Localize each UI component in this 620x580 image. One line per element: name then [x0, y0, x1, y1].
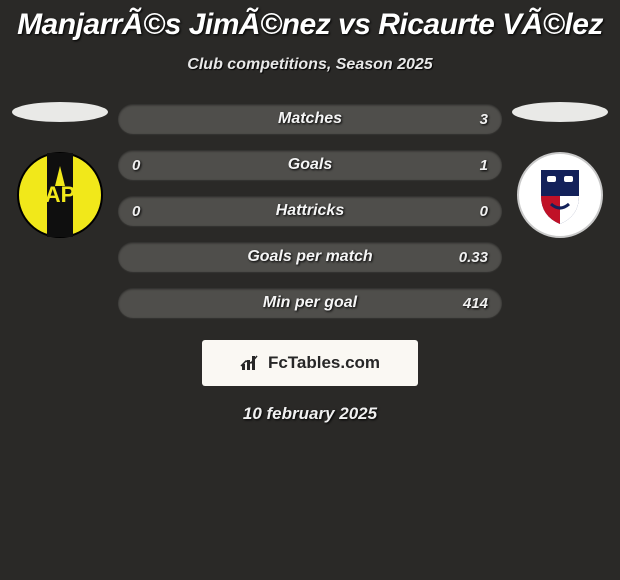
right-player-col — [510, 102, 610, 238]
stat-bar: Goals per match 0.33 — [118, 242, 502, 272]
stat-label: Goals — [288, 156, 332, 174]
stat-label: Min per goal — [263, 294, 357, 312]
shield-icon — [517, 152, 603, 238]
source-badge-text: FcTables.com — [268, 353, 380, 373]
stat-bar: 0 Hattricks 0 — [118, 196, 502, 226]
page-subtitle: Club competitions, Season 2025 — [0, 56, 620, 74]
chart-icon — [240, 354, 262, 372]
stat-left-value: 0 — [132, 203, 140, 220]
stat-right-value: 414 — [463, 295, 488, 312]
stat-right-value: 3 — [480, 111, 488, 128]
stat-bar: Matches 3 — [118, 104, 502, 134]
stats-bars: Matches 3 0 Goals 1 0 Hattricks 0 Goals … — [110, 104, 510, 318]
left-player-col: AP — [10, 102, 110, 238]
page-title: ManjarrÃ©s JimÃ©nez vs Ricaurte VÃ©lez — [0, 8, 620, 42]
stat-bar: Min per goal 414 — [118, 288, 502, 318]
left-oval-placeholder — [12, 102, 108, 122]
stat-left-value: 0 — [132, 157, 140, 174]
snapshot-date: 10 february 2025 — [0, 404, 620, 424]
stat-label: Goals per match — [247, 248, 372, 266]
stat-label: Hattricks — [276, 202, 344, 220]
stat-label: Matches — [278, 110, 342, 128]
left-club-logo: AP — [17, 152, 103, 238]
stat-bar: 0 Goals 1 — [118, 150, 502, 180]
stat-right-value: 1 — [480, 157, 488, 174]
right-club-logo — [517, 152, 603, 238]
stat-right-value: 0.33 — [459, 249, 488, 266]
source-badge: FcTables.com — [202, 340, 418, 386]
stat-right-value: 0 — [480, 203, 488, 220]
right-oval-placeholder — [512, 102, 608, 122]
comparison-row: AP Matches 3 0 Goals 1 0 Hattricks 0 — [0, 102, 620, 318]
shield-icon: AP — [17, 152, 103, 238]
